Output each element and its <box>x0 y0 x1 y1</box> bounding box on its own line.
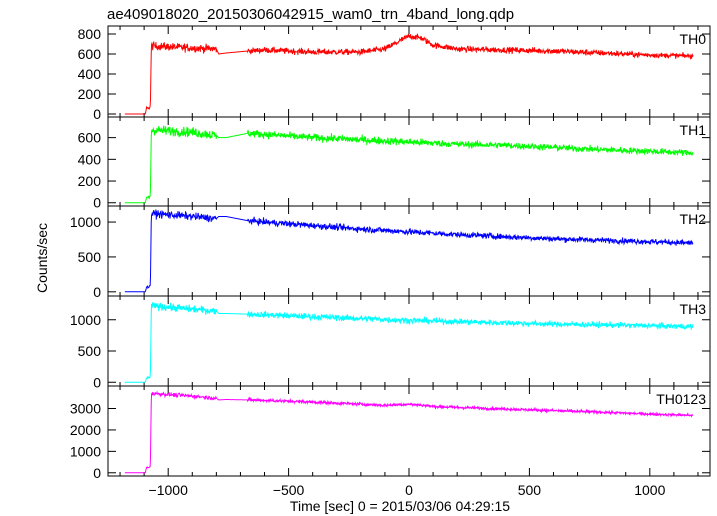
y-tick-label: 0 <box>93 465 101 481</box>
y-tick-label: 0 <box>93 284 101 300</box>
y-tick-label: 1000 <box>70 214 101 230</box>
y-tick-label: 0 <box>93 106 101 122</box>
series-line-th0 <box>124 33 694 115</box>
y-tick-label: 2000 <box>70 422 101 438</box>
y-tick-label: 1000 <box>70 443 101 459</box>
series-line-th1 <box>124 125 694 204</box>
panel-th2: 0 500 1000 TH2 <box>70 205 711 300</box>
chart-title: ae409018020_20150306042915_wam0_trn_4ban… <box>107 6 514 23</box>
y-tick-label: 400 <box>78 66 102 82</box>
panel-label: TH3 <box>680 301 707 317</box>
panel-label: TH1 <box>680 122 707 138</box>
plot-panels: 0 200 400 600 800 TH0 0 200 400 600 TH1 0 500 1000 TH2… <box>70 25 711 498</box>
series-line-th2 <box>124 209 694 293</box>
y-tick-label: 200 <box>78 173 102 189</box>
panel-th0: 0 200 400 600 800 TH0 <box>78 25 711 122</box>
panel-th3: 0 500 1000 TH3 <box>70 295 711 390</box>
panel-frame <box>107 385 711 477</box>
y-tick-label: 400 <box>78 151 102 167</box>
panel-label: TH0123 <box>656 391 706 407</box>
x-tick-label: −500 <box>273 482 305 498</box>
panel-frame <box>107 116 711 207</box>
x-tick-label: 1000 <box>634 482 665 498</box>
y-tick-label: 3000 <box>70 401 101 417</box>
x-axis-label: Time [sec] 0 = 2015/03/06 04:29:15 <box>290 498 510 514</box>
y-tick-label: 600 <box>78 130 102 146</box>
y-tick-label: 0 <box>93 195 101 211</box>
panel-th0123: 0 1000 2000 3000 TH0123 <box>70 385 711 481</box>
y-tick-label: 600 <box>78 46 102 62</box>
panel-frame <box>107 25 711 118</box>
x-tick-label: 0 <box>405 482 413 498</box>
panel-th1: 0 200 400 600 TH1 <box>78 116 711 211</box>
y-tick-label: 0 <box>93 374 101 390</box>
y-tick-label: 500 <box>78 249 102 265</box>
series-line-th3 <box>124 302 694 383</box>
y-tick-label: 800 <box>78 26 102 42</box>
x-tick-label: 500 <box>518 482 542 498</box>
panel-label: TH2 <box>680 211 707 227</box>
panel-label: TH0 <box>680 31 707 47</box>
y-tick-label: 1000 <box>70 312 101 328</box>
y-axis-label: Counts/sec <box>34 223 50 293</box>
panel-frame <box>107 205 711 297</box>
y-tick-label: 500 <box>78 343 102 359</box>
x-tick-label: −1000 <box>149 482 189 498</box>
series-line-th0123 <box>124 390 694 474</box>
y-tick-label: 200 <box>78 86 102 102</box>
